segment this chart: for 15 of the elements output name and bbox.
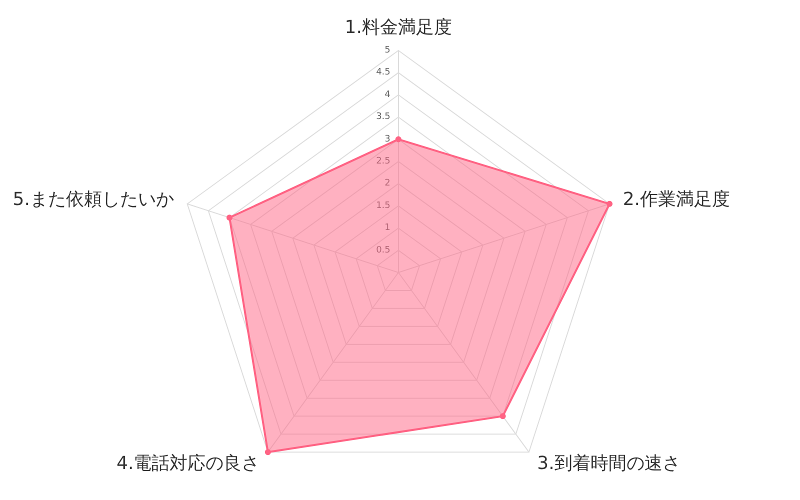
y-tick-label: 5	[384, 46, 390, 56]
spoke-label: 2.作業満足度	[622, 189, 730, 210]
y-tick-label: 1	[384, 223, 390, 234]
y-tick-label: 1.5	[376, 200, 390, 211]
spoke-label: 5.また依頼したいか	[12, 189, 174, 210]
spoke-label: 4.電話対応の良さ	[116, 452, 260, 474]
y-tick-label: 2	[384, 178, 390, 189]
y-tick-label: 2.5	[376, 156, 390, 166]
spoke-label: 1.料金満足度	[344, 17, 452, 38]
y-tick-label: 3	[384, 134, 390, 144]
y-tick-label: 4	[384, 90, 391, 100]
spoke-label: 3.到着時間の速さ	[537, 452, 680, 474]
y-tick-label: 3.5	[376, 112, 390, 122]
y-tick-label: 0.5	[376, 245, 390, 256]
y-tick-label: 4.5	[376, 68, 390, 78]
